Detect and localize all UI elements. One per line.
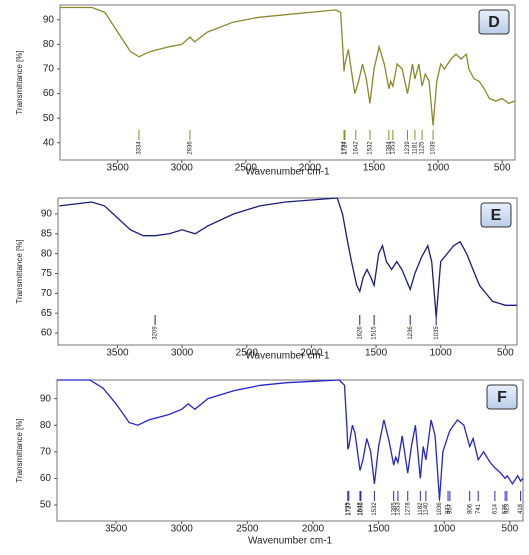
peak-label: 741 [476, 503, 482, 514]
peak-label: 3334 [137, 141, 143, 155]
y-tick-label: 80 [43, 39, 55, 50]
y-tick-label: 60 [43, 88, 55, 99]
y-tick-label: 40 [43, 137, 55, 148]
peak-label: 1384 [386, 141, 392, 155]
x-tick-label: 3000 [171, 163, 194, 174]
x-axis-label: Wavenumber cm-1 [245, 351, 330, 362]
y-tick-label: 90 [43, 14, 55, 25]
y-tick-label: 60 [40, 473, 52, 484]
peak-label: 1727 [346, 502, 352, 516]
y-tick-label: 70 [40, 446, 52, 457]
y-tick-label: 80 [40, 420, 52, 431]
peak-label: 1125 [420, 141, 426, 155]
x-tick-label: 1500 [367, 524, 390, 535]
x-tick-label: 2500 [236, 348, 259, 359]
x-tick-label: 1500 [365, 348, 388, 359]
panel-label-box [480, 202, 512, 228]
panel-label: E [491, 207, 502, 224]
x-tick-label: 1000 [433, 524, 456, 535]
x-tick-label: 2000 [302, 524, 325, 535]
peak-label: 418 [518, 503, 524, 514]
y-tick-label: 65 [41, 308, 53, 319]
panel-label-box [478, 9, 510, 35]
x-tick-label: 500 [502, 524, 519, 535]
peak-label: 1626 [357, 326, 363, 340]
x-tick-label: 1000 [427, 163, 450, 174]
x-tick-label: 500 [497, 348, 514, 359]
peak-label: 536 [503, 503, 509, 514]
peak-label: 957 [447, 503, 453, 514]
y-tick-label: 90 [40, 393, 52, 404]
x-tick-label: 2000 [300, 348, 323, 359]
peak-label: 1642 [353, 141, 359, 155]
y-tick-label: 50 [43, 113, 55, 124]
peak-label: 1735 [345, 502, 351, 516]
peak-label: 1635 [358, 502, 364, 516]
peak-label: 1035 [434, 326, 440, 340]
plot-frame [56, 379, 524, 522]
plot-frame [57, 197, 518, 346]
peak-label: 971 [446, 503, 452, 514]
peak-label: 1727 [342, 141, 348, 155]
y-tick-label: 90 [41, 209, 53, 220]
y-tick-label: 50 [40, 500, 52, 511]
panel-label: F [497, 389, 507, 406]
peak-label: 614 [492, 503, 498, 514]
peak-label: 1353 [395, 502, 401, 516]
x-tick-label: 3000 [171, 524, 194, 535]
y-tick-label: 85 [41, 228, 53, 239]
plot-frame [59, 4, 516, 161]
y-axis-label: Transmittance [%] [15, 239, 24, 303]
peak-label: 1734 [342, 141, 348, 155]
x-tick-label: 2000 [299, 163, 322, 174]
spectrum-line [60, 6, 516, 126]
y-tick-label: 60 [41, 328, 53, 339]
x-tick-label: 2500 [236, 524, 259, 535]
peak-label: 1140 [423, 502, 429, 516]
y-tick-label: 80 [41, 248, 53, 259]
peak-label: 1642 [358, 502, 364, 516]
peak-label: 1532 [372, 502, 378, 516]
x-tick-label: 1000 [430, 348, 453, 359]
peak-label: 1039 [431, 141, 437, 155]
peak-label: 1532 [367, 141, 373, 155]
y-tick-label: 75 [41, 268, 53, 279]
spectrum-line [59, 197, 517, 318]
x-tick-label: 3500 [106, 348, 129, 359]
spectrum-line [57, 379, 524, 500]
peak-label: 523 [504, 503, 510, 514]
peak-label: 1182 [418, 502, 424, 516]
peak-label: 2936 [188, 141, 194, 155]
peak-label: 3209 [153, 326, 159, 340]
y-axis-label: Transmittance [%] [15, 418, 24, 482]
y-tick-label: 70 [41, 288, 53, 299]
x-tick-label: 3000 [171, 348, 194, 359]
peak-label: 1036 [437, 502, 443, 516]
peak-label: 806 [467, 503, 473, 514]
x-tick-label: 3500 [107, 163, 130, 174]
x-tick-label: 2500 [235, 163, 258, 174]
panel-label: D [488, 14, 500, 31]
y-tick-label: 70 [43, 64, 55, 75]
peak-label: 1385 [391, 502, 397, 516]
peak-label: 1353 [390, 141, 396, 155]
x-tick-label: 1500 [363, 163, 386, 174]
peak-label: 1278 [405, 502, 411, 516]
panel-label-box [486, 384, 518, 410]
peak-label: 1239 [405, 141, 411, 155]
y-axis-label: Transmittance [%] [15, 50, 24, 114]
peak-label: 1515 [372, 326, 378, 340]
x-tick-label: 500 [494, 163, 511, 174]
x-axis-label: Wavenumber cm-1 [248, 536, 333, 547]
x-tick-label: 3500 [105, 524, 128, 535]
peak-label: 1236 [408, 326, 414, 340]
x-axis-label: Wavenumber cm-1 [245, 167, 330, 178]
peak-label: 1181 [412, 141, 418, 155]
